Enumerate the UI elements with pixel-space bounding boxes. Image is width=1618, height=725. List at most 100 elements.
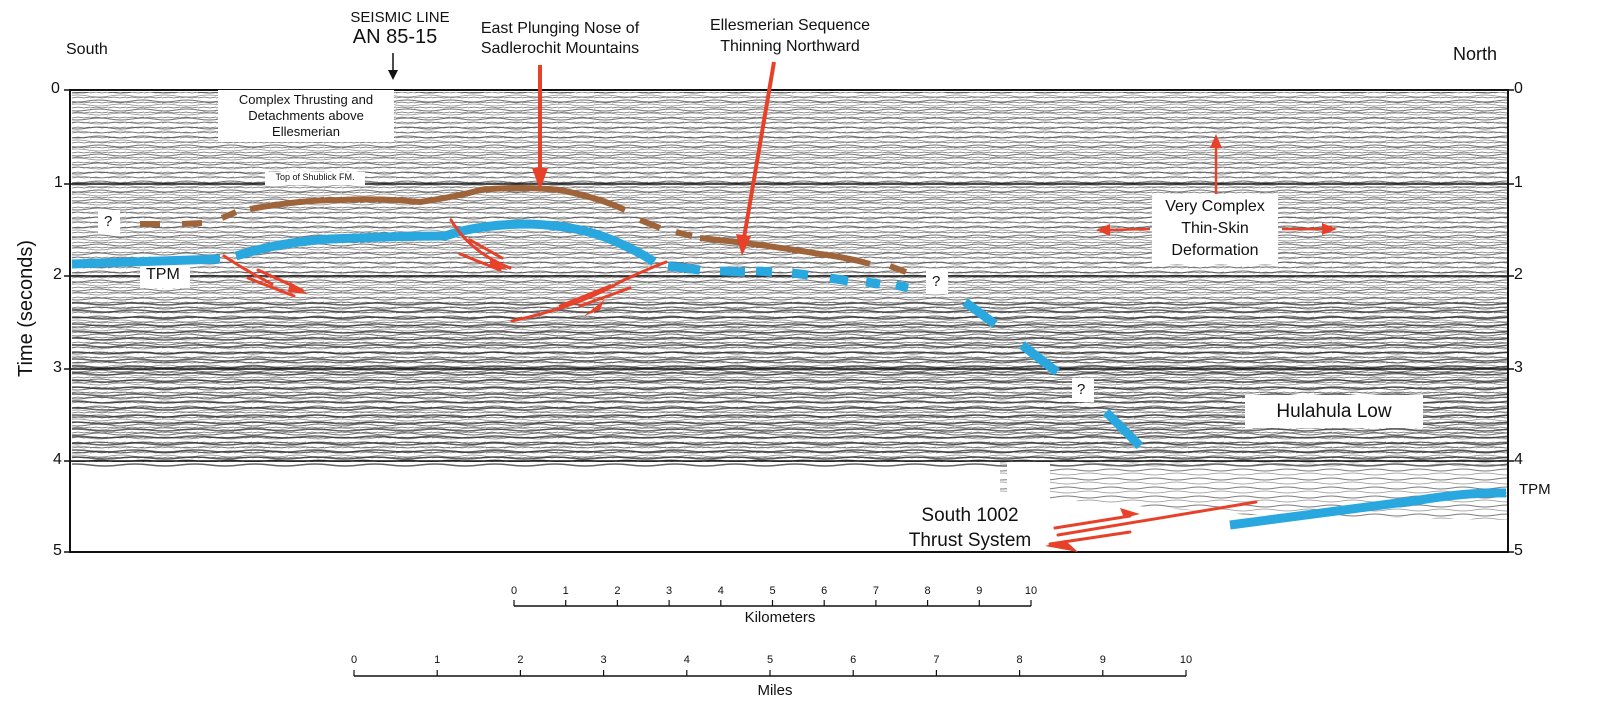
mi-tick-label-5: 5 <box>766 654 774 666</box>
mi-scale-ticks <box>353 670 1187 676</box>
axis-ticks <box>64 89 1514 553</box>
tpm-dash-1 <box>667 261 701 275</box>
km-tick-label-0: 0 <box>510 585 518 597</box>
tpm-dash-6 <box>865 277 881 289</box>
tpm-right-label: TPM <box>1519 481 1551 498</box>
question-mark-3: ? <box>1077 381 1086 398</box>
km-tick-label-2: 2 <box>614 585 621 597</box>
complex-thrusting-line3: Ellesmerian <box>272 124 340 139</box>
thin-skin-arrow-left-line <box>1107 227 1151 232</box>
time-gridlines <box>70 183 1508 462</box>
arrowhead-1 <box>288 282 308 294</box>
complex-thrusting-box <box>218 90 394 142</box>
seismic-data-panel <box>72 92 1508 520</box>
fault-half-arrow-3b <box>578 286 632 308</box>
mi-tick-label-10: 10 <box>1179 654 1193 666</box>
north-label: North <box>1453 44 1498 64</box>
question-mark-1: ? <box>104 213 113 230</box>
shublick-label: Top of Shublick FM. <box>275 172 355 182</box>
arrowhead-5 <box>1045 540 1078 552</box>
tpm-dip-3 <box>1102 408 1144 450</box>
fault-thrust-1002 <box>1056 500 1258 537</box>
km-tick-label-1: 1 <box>562 585 569 597</box>
shublick-main <box>249 185 627 213</box>
shublick-horizon <box>140 185 908 275</box>
tpm-horizon <box>71 219 1507 530</box>
thrust-system-line1: South 1002 <box>921 505 1019 526</box>
thin-skin-arrows <box>1096 134 1337 236</box>
seismic-line-id: AN 85-15 <box>352 26 438 48</box>
complex-thrusting-line1: Complex Thrusting and <box>238 92 374 107</box>
tpm-left-box <box>140 263 190 288</box>
km-tick-label-5: 5 <box>769 585 776 597</box>
hulahula-box <box>1245 395 1423 428</box>
mi-tick-label-0: 0 <box>350 654 358 666</box>
tpm-left-label: TPM <box>146 266 180 283</box>
km-tick-label-10: 10 <box>1024 585 1038 597</box>
y-tick-right-5: 5 <box>1514 542 1523 559</box>
mi-scale-label: Miles <box>757 682 793 699</box>
thin-skin-arrow-up-head <box>1210 134 1222 148</box>
tpm-left-segment <box>71 254 221 269</box>
km-tick-label-4: 4 <box>717 585 724 597</box>
tpm-deep-north <box>1229 488 1507 530</box>
y-tick-left-4: 4 <box>53 451 62 468</box>
tpm-dash-4 <box>791 268 809 280</box>
tpm-dash-2 <box>719 266 746 277</box>
y-axis-label: Time (seconds) <box>15 239 37 377</box>
fault-south-2 <box>449 218 512 270</box>
mi-tick-label-6: 6 <box>850 654 857 666</box>
section-frame <box>69 89 1509 553</box>
tpm-dash-7 <box>894 280 910 293</box>
complex-thrusting-line2: Detachments above <box>248 108 364 123</box>
y-tick-left-0: 0 <box>51 80 60 97</box>
km-tick-label-3: 3 <box>666 585 673 597</box>
seismic-line-pointer <box>388 53 398 80</box>
y-tick-right-0: 0 <box>1514 80 1523 97</box>
fault-south-1 <box>222 254 274 286</box>
shublick-north <box>699 235 871 267</box>
mi-tick-label-7: 7 <box>933 654 940 666</box>
tpm-dash-3 <box>755 266 773 277</box>
thin-skin-arrow-left-head <box>1096 224 1110 236</box>
y-tick-right-1: 1 <box>1514 174 1523 191</box>
question-box-3 <box>1072 378 1094 402</box>
thin-skin-box <box>1152 194 1278 264</box>
arrowhead-4 <box>1120 508 1140 518</box>
tpm-dip-1 <box>962 298 998 328</box>
fault-nose <box>510 260 668 323</box>
fault-arrowheads <box>288 259 1140 552</box>
y-tick-right-4: 4 <box>1514 451 1523 468</box>
nose-title-line2: Sadlerochit Mountains <box>480 40 640 57</box>
thrust-half-arrow-a <box>1053 514 1132 530</box>
hulahula-label: Hulahula Low <box>1276 401 1392 422</box>
y-tick-right-3: 3 <box>1514 359 1523 376</box>
south-label: South <box>66 41 108 58</box>
seismic-line-pointer-head <box>388 70 398 80</box>
pointer-arrows <box>532 61 776 256</box>
mi-tick-label-4: 4 <box>683 654 690 666</box>
tpm-central-segment <box>234 219 657 266</box>
mi-tick-label-3: 3 <box>600 654 607 666</box>
y-tick-left-3: 3 <box>53 359 62 376</box>
mi-tick-label-8: 8 <box>1016 654 1023 666</box>
arrowhead-2 <box>490 259 508 270</box>
tpm-dip-2 <box>1019 341 1060 376</box>
thin-skin-arrow-right-head <box>1322 223 1337 235</box>
thrust-system-line2: Thrust System <box>908 530 1032 551</box>
mi-tick-label-9: 9 <box>1099 654 1106 666</box>
tpm-dash-5 <box>829 273 849 286</box>
shublick-dash-5 <box>675 229 693 239</box>
question-box-1 <box>98 210 120 234</box>
km-scale-label: Kilometers <box>744 609 816 626</box>
mi-tick-label-1: 1 <box>434 654 441 666</box>
seismic-fill-deep-north <box>1000 462 1508 520</box>
ellesmerian-pointer-line <box>742 61 776 239</box>
km-tick-label-6: 6 <box>821 585 828 597</box>
thin-skin-line2: Thin-Skin <box>1181 220 1249 237</box>
km-tick-label-7: 7 <box>872 585 879 597</box>
nose-title-line1: East Plunging Nose of <box>480 20 640 37</box>
ellesmerian-title-line1: Ellesmerian Sequence <box>709 17 871 34</box>
